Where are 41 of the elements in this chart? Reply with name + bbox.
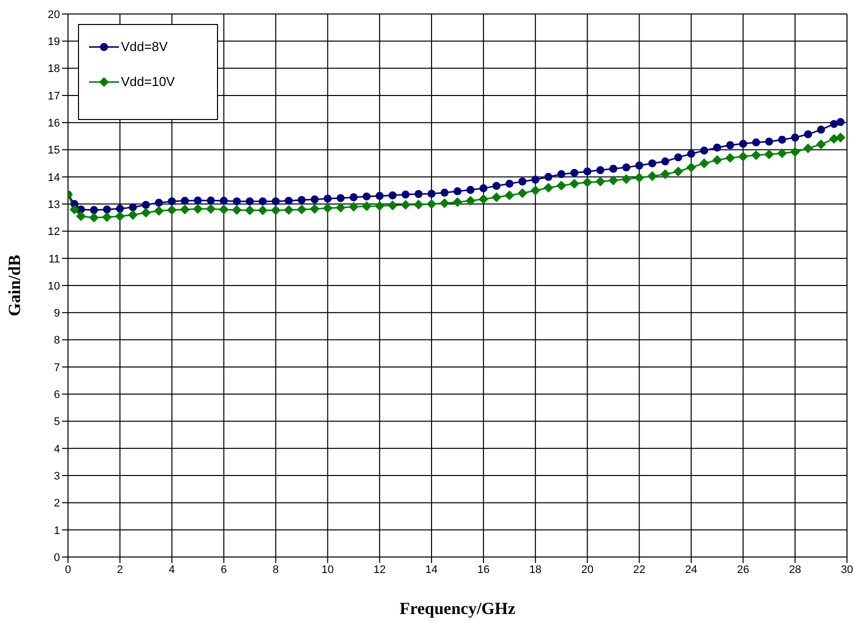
y-tick-label: 18 [48, 63, 60, 76]
y-tick-label: 15 [48, 144, 60, 157]
legend-label: Vdd=8V [121, 39, 168, 54]
y-tick-label: 9 [54, 308, 60, 320]
y-axis-title: Gain/dB [5, 254, 24, 316]
x-axis-title: Frequency/GHz [400, 599, 516, 618]
y-tick-label: 10 [48, 280, 60, 292]
y-tick-label: 0 [54, 552, 60, 564]
y-tick-label: 5 [54, 416, 60, 428]
x-tick-label: 22 [633, 564, 646, 576]
x-tick-label: 20 [581, 564, 594, 576]
x-tick-label: 24 [685, 564, 698, 576]
y-tick-label: 6 [54, 389, 60, 402]
y-tick-label: 7 [54, 362, 60, 374]
legend-label: Vdd=10V [121, 74, 175, 89]
x-tick-label: 26 [737, 564, 750, 576]
y-tick-label: 3 [54, 470, 60, 482]
x-tick-label: 2 [116, 564, 123, 576]
y-tick-label: 12 [48, 226, 60, 238]
x-tick-label: 8 [272, 564, 279, 576]
y-tick-label: 20 [48, 8, 60, 21]
x-tick-label: 28 [788, 564, 802, 576]
x-tick-label: 14 [425, 564, 438, 576]
y-tick-label: 1 [54, 524, 60, 537]
x-tick-label: 4 [168, 564, 175, 576]
x-tick-label: 16 [477, 564, 490, 576]
x-tick-label: 30 [840, 564, 854, 576]
y-tick-label: 17 [48, 90, 60, 102]
x-tick-label: 18 [529, 564, 542, 576]
y-tick-label: 2 [54, 498, 60, 510]
x-tick-label: 12 [373, 564, 386, 576]
y-tick-label: 19 [48, 36, 60, 48]
x-tick-label: 6 [220, 564, 227, 576]
y-tick-label: 14 [48, 172, 60, 184]
y-tick-label: 4 [54, 443, 60, 456]
x-tick-label: 10 [322, 564, 334, 576]
y-tick-label: 13 [48, 198, 60, 211]
y-tick-label: 11 [48, 253, 60, 266]
y-tick-label: 16 [48, 118, 60, 130]
x-tick-label: 0 [64, 564, 72, 576]
y-tick-label: 8 [54, 334, 60, 347]
